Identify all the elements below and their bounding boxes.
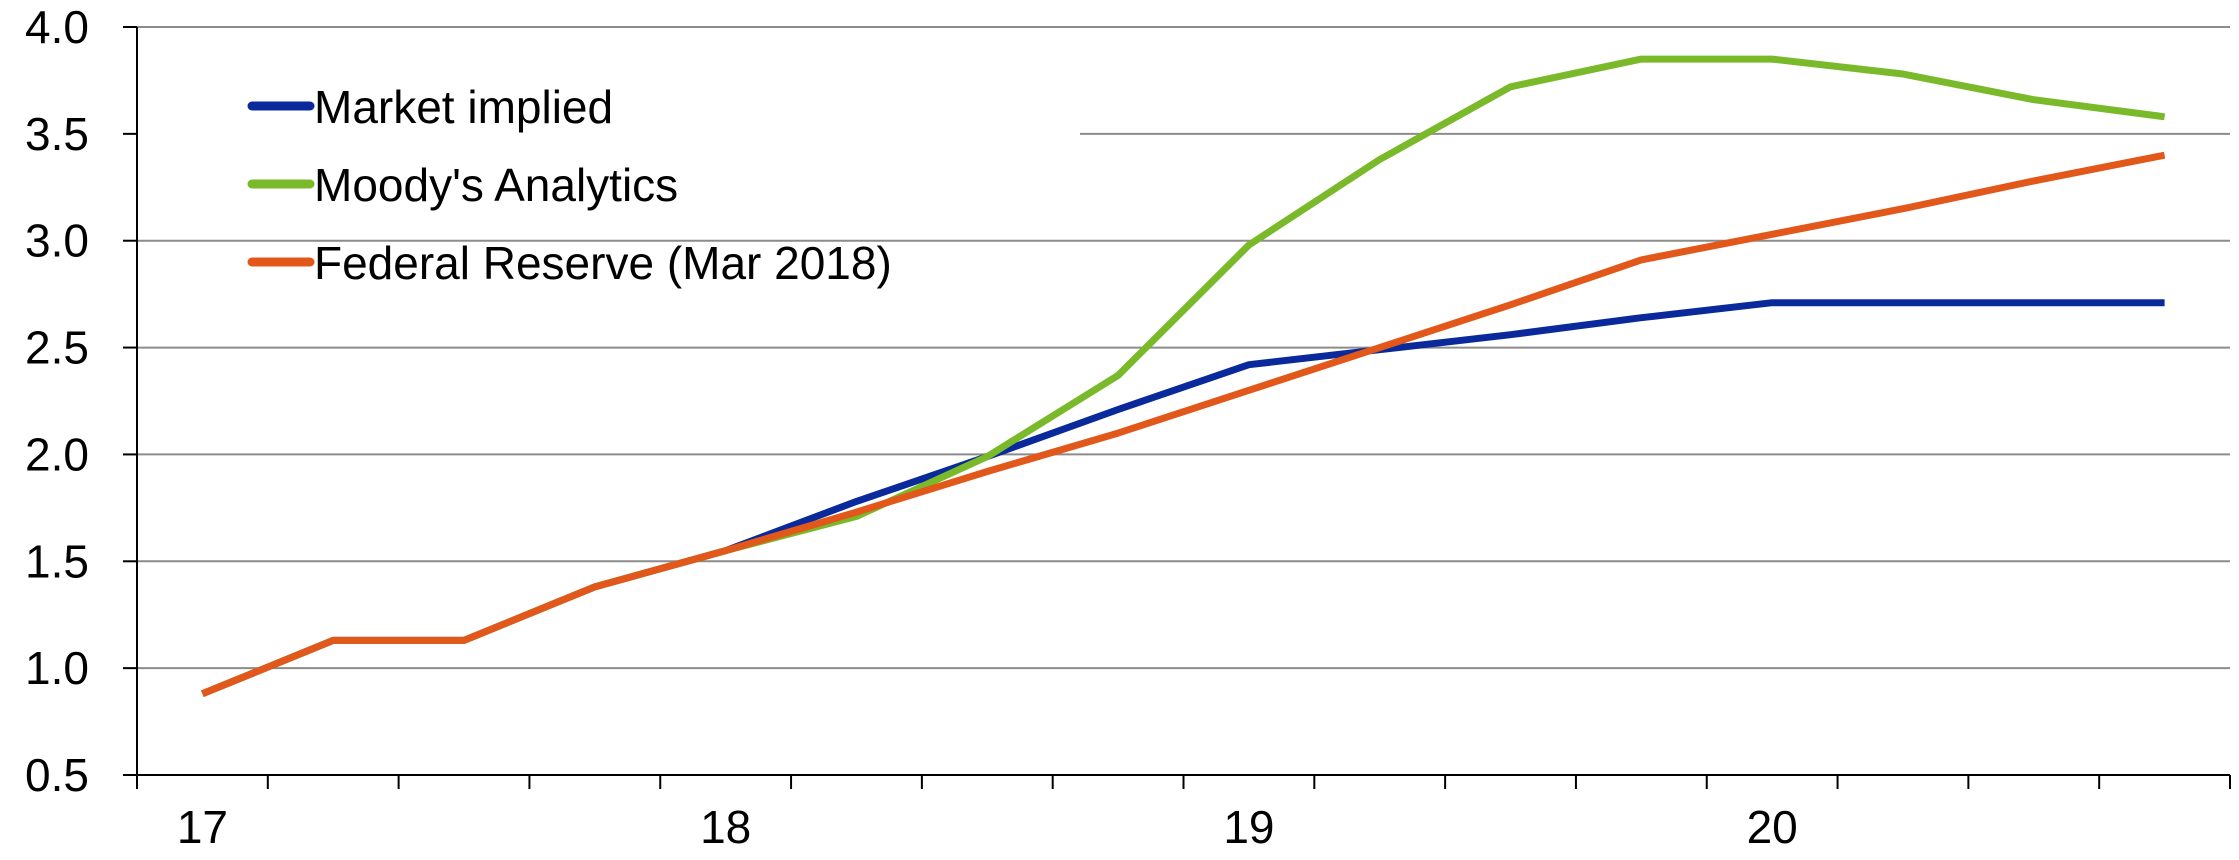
y-tick-label: 1.0 <box>25 642 89 694</box>
axes: 0.5 1.0 1.5 2.0 2.5 3.0 3.5 4.0 17 18 19 20 <box>25 1 2231 853</box>
y-tick-label: 2.0 <box>25 428 89 480</box>
x-tick-label: 17 <box>177 801 228 853</box>
x-tick-label: 18 <box>700 801 751 853</box>
x-tick-label: 19 <box>1223 801 1274 853</box>
x-tick-label: 20 <box>1747 801 1798 853</box>
legend-label: Federal Reserve (Mar 2018) <box>314 237 892 289</box>
y-tick-label: 1.5 <box>25 535 89 587</box>
legend-label: Market implied <box>314 81 613 133</box>
y-tick-label: 2.5 <box>25 322 89 374</box>
gridlines <box>137 26 2230 670</box>
y-tick-label: 3.0 <box>25 215 89 267</box>
legend-label: Moody's Analytics <box>314 159 678 211</box>
series-line <box>201 151 2166 698</box>
y-tick-label: 4.0 <box>25 1 89 53</box>
y-tick-label: 3.5 <box>25 108 89 160</box>
legend: Market implied Moody's Analytics Federal R… <box>247 81 892 289</box>
y-tick-label: 0.5 <box>25 749 89 801</box>
series-line <box>201 299 2165 698</box>
series-lines <box>201 55 2166 698</box>
series-line <box>201 55 2166 698</box>
